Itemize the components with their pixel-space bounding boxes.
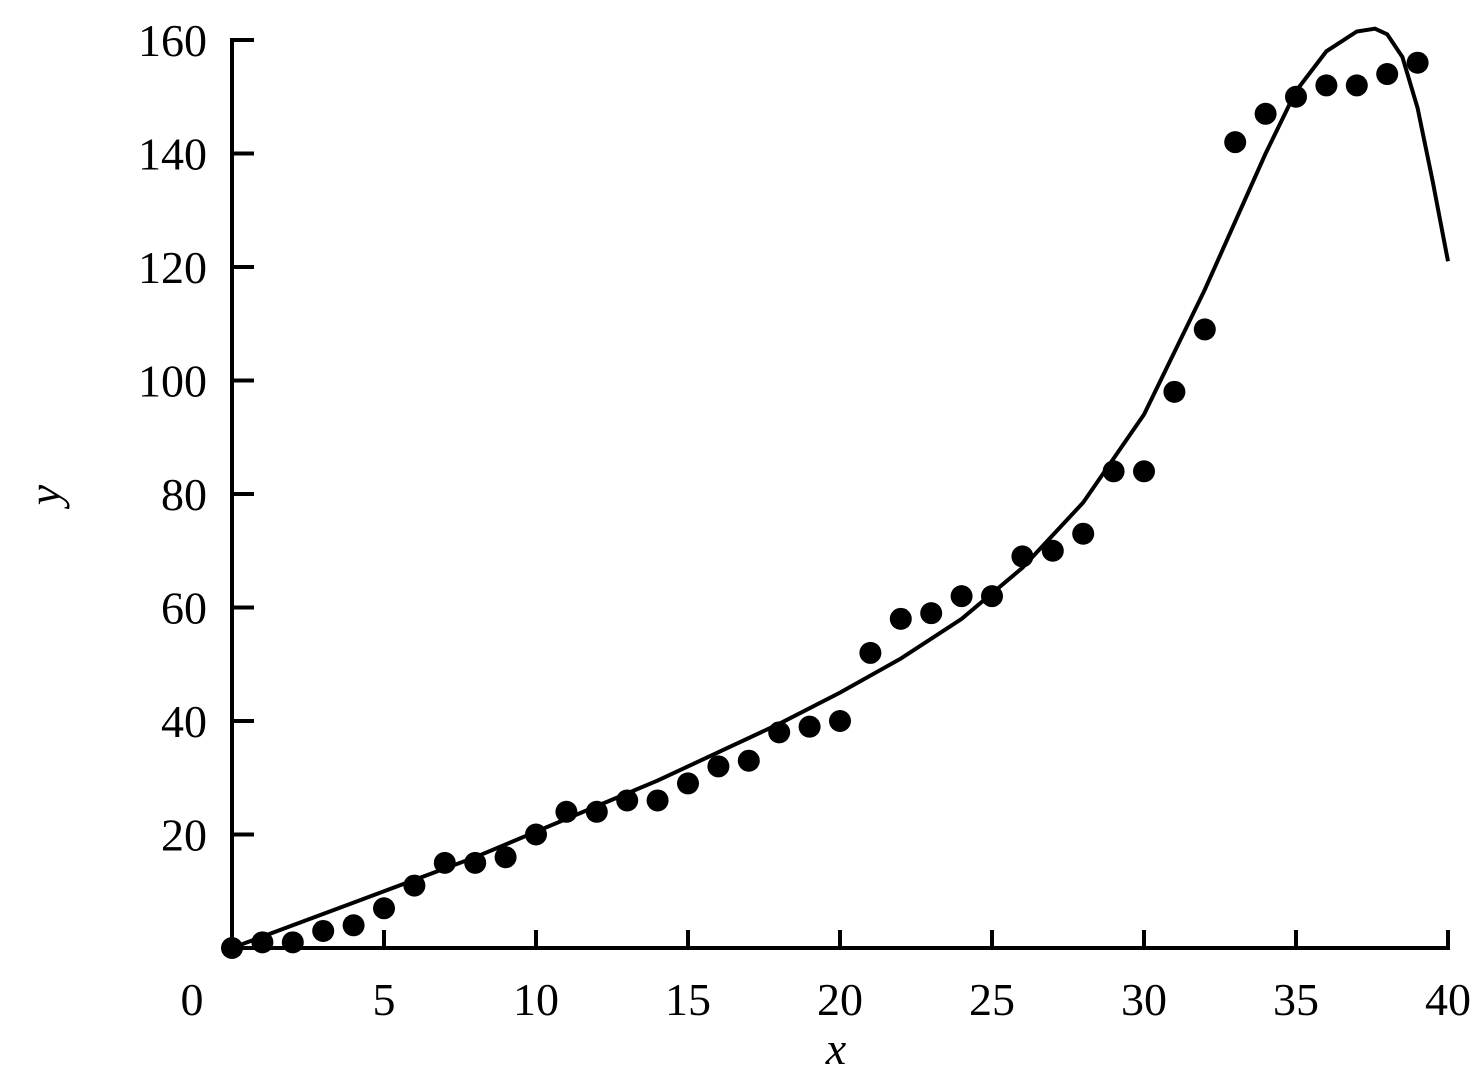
- data-point: [373, 897, 395, 920]
- y-tick-label: 40: [161, 696, 207, 747]
- data-point: [829, 710, 851, 732]
- data-point: [1011, 545, 1034, 568]
- data-point: [1285, 85, 1307, 108]
- data-point: [1376, 63, 1399, 86]
- tick-labels: 0 5 10 15 20 25 30 35 40 20 40 60 80 100 120 140 160: [138, 15, 1471, 1025]
- y-axis-title: y: [19, 484, 70, 509]
- ticks: [230, 38, 1450, 948]
- data-point: [981, 585, 1003, 608]
- data-point: [1193, 318, 1216, 341]
- data-point: [494, 846, 517, 869]
- data-point: [920, 602, 943, 625]
- data-point: [677, 772, 699, 795]
- data-point: [221, 937, 243, 959]
- data-points: [221, 51, 1429, 959]
- data-point: [251, 931, 274, 954]
- x-tick-label: 15: [665, 974, 711, 1025]
- y-tick-label: 60: [161, 583, 207, 634]
- data-point: [1406, 51, 1429, 74]
- data-point: [737, 749, 760, 772]
- x-tick-label: 40: [1425, 974, 1471, 1025]
- y-tick-label: 120: [138, 242, 207, 293]
- data-point: [1041, 539, 1064, 562]
- data-point: [1163, 380, 1186, 403]
- x-tick-label: 0: [181, 974, 204, 1025]
- data-point: [342, 914, 365, 937]
- fit-curve: [231, 26, 1450, 950]
- data-point: [1224, 131, 1247, 154]
- data-point: [1254, 102, 1277, 125]
- y-tick-label: 160: [138, 15, 207, 66]
- data-point: [1345, 74, 1368, 97]
- data-point: [707, 755, 730, 778]
- x-tick-label: 5: [373, 974, 396, 1025]
- data-point: [859, 641, 882, 664]
- x-tick-label: 30: [1121, 974, 1167, 1025]
- data-point: [312, 919, 335, 942]
- y-tick-label: 20: [161, 810, 207, 861]
- x-tick-label: 35: [1273, 974, 1319, 1025]
- x-tick-label: 10: [513, 974, 559, 1025]
- y-tick-label: 140: [138, 129, 207, 180]
- x-axis-title: x: [825, 1023, 847, 1074]
- data-point: [1133, 460, 1155, 483]
- data-point: [616, 789, 639, 812]
- x-tick-label: 20: [817, 974, 863, 1025]
- data-point: [525, 823, 547, 846]
- y-tick-label: 100: [138, 356, 207, 407]
- data-point: [950, 585, 973, 608]
- data-point: [403, 874, 426, 897]
- data-point: [433, 851, 456, 874]
- y-tick-label: 80: [161, 469, 207, 520]
- axes: [230, 38, 1450, 950]
- data-point: [889, 607, 912, 630]
- data-point: [1315, 74, 1338, 97]
- data-point: [281, 931, 304, 954]
- data-point: [1072, 522, 1095, 545]
- x-tick-label: 25: [969, 974, 1015, 1025]
- data-point: [555, 800, 578, 823]
- data-point: [464, 851, 487, 874]
- data-point: [1102, 460, 1125, 483]
- data-point: [585, 800, 608, 823]
- data-point: [798, 715, 821, 738]
- data-point: [768, 721, 791, 744]
- data-point: [646, 789, 669, 812]
